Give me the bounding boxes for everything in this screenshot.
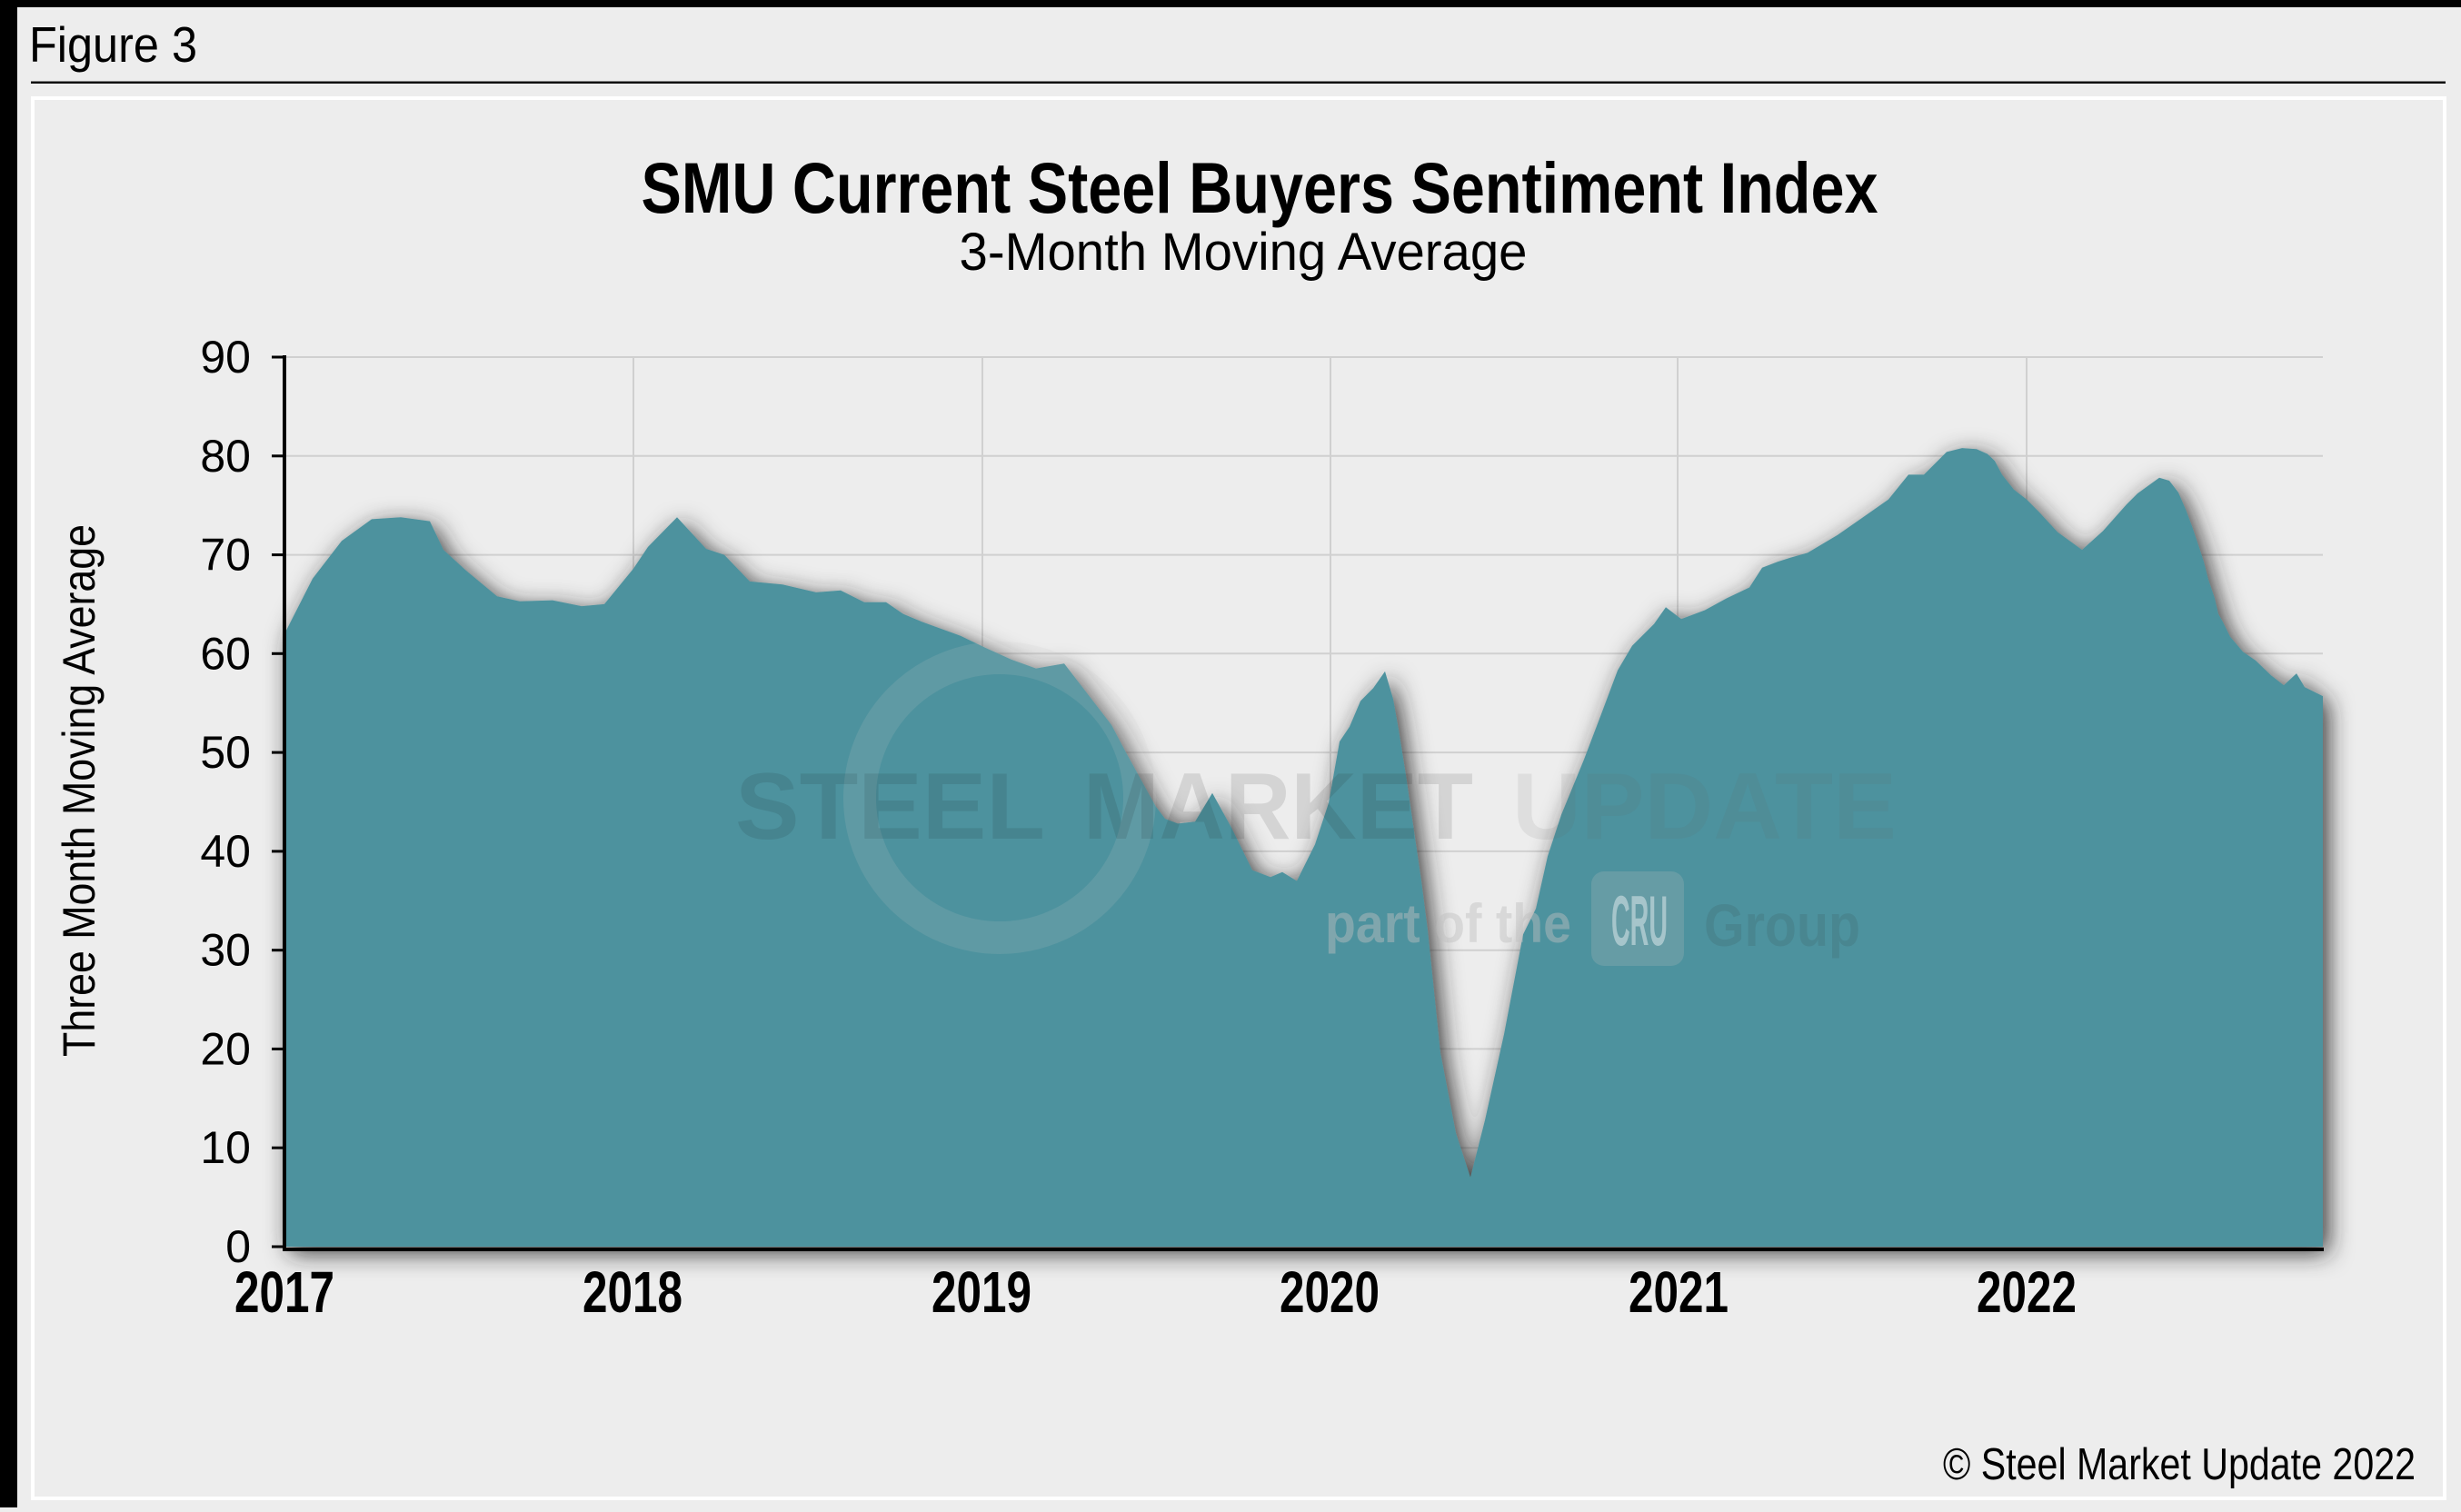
svg-text:3-Month Moving Average: 3-Month Moving Average <box>960 223 1528 282</box>
svg-text:Three Month Moving Average: Three Month Moving Average <box>54 524 105 1057</box>
svg-text:2019: 2019 <box>932 1259 1031 1325</box>
svg-text:2018: 2018 <box>583 1259 683 1325</box>
svg-text:© Steel Market Update 2022: © Steel Market Update 2022 <box>1943 1440 2416 1489</box>
svg-text:MARKET: MARKET <box>1083 754 1473 860</box>
svg-text:Group: Group <box>1704 891 1860 959</box>
svg-text:80: 80 <box>200 431 251 482</box>
svg-text:90: 90 <box>200 332 251 383</box>
svg-text:2021: 2021 <box>1629 1259 1729 1325</box>
svg-text:20: 20 <box>200 1023 251 1074</box>
svg-text:SMU Current Steel Buyers Senti: SMU Current Steel Buyers Sentiment Index <box>642 147 1878 228</box>
svg-text:60: 60 <box>200 628 251 679</box>
svg-text:STEEL: STEEL <box>735 754 1045 860</box>
svg-text:0: 0 <box>225 1221 251 1272</box>
svg-text:UPDATE: UPDATE <box>1512 754 1897 860</box>
svg-text:50: 50 <box>200 727 251 778</box>
svg-text:Figure 3: Figure 3 <box>29 16 197 73</box>
svg-text:2020: 2020 <box>1280 1259 1380 1325</box>
svg-text:2022: 2022 <box>1977 1259 2077 1325</box>
svg-text:30: 30 <box>200 925 251 976</box>
svg-text:70: 70 <box>200 530 251 581</box>
svg-text:40: 40 <box>200 826 251 877</box>
svg-text:2017: 2017 <box>234 1259 334 1325</box>
svg-text:CRU: CRU <box>1611 880 1668 960</box>
svg-text:part of the: part of the <box>1325 893 1571 954</box>
svg-text:10: 10 <box>200 1122 251 1173</box>
